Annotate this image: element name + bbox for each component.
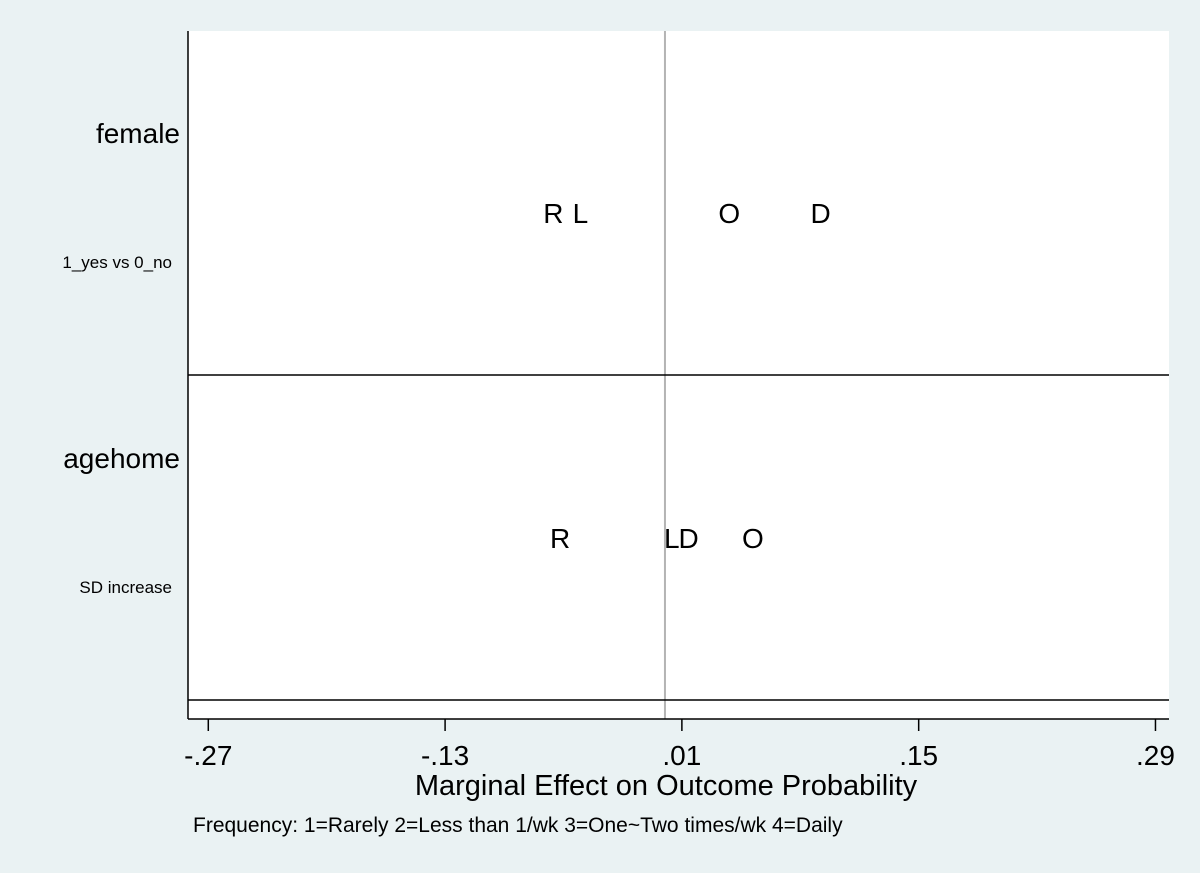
data-point-marker: R <box>550 523 570 554</box>
data-markers: R L O DR L D O <box>543 198 830 554</box>
data-point-marker: L <box>573 198 589 229</box>
data-point-marker: R <box>543 198 563 229</box>
data-point-marker: L <box>664 523 680 554</box>
data-point-marker: O <box>742 523 764 554</box>
x-tick-label: -.13 <box>421 740 469 771</box>
x-tick-label: .15 <box>899 740 938 771</box>
data-point-marker: D <box>679 523 699 554</box>
panel-contrast-label: 1_yes vs 0_no <box>62 253 172 272</box>
panel-variable-label: female <box>96 118 180 149</box>
x-tick-label: .29 <box>1136 740 1175 771</box>
x-axis-ticks: -.27 -.13 .01 .15 .29 <box>184 719 1175 771</box>
data-point-marker: D <box>810 198 830 229</box>
x-tick-label: .01 <box>662 740 701 771</box>
x-axis-title: Marginal Effect on Outcome Probability <box>415 770 918 802</box>
panel-contrast-label: SD increase <box>79 578 172 597</box>
chart-note: Frequency: 1=Rarely 2=Less than 1/wk 3=O… <box>193 814 843 837</box>
x-tick-label: -.27 <box>184 740 232 771</box>
plot-lines <box>187 31 1169 720</box>
data-point-marker: O <box>718 198 740 229</box>
panel-variable-label: agehome <box>63 443 180 474</box>
